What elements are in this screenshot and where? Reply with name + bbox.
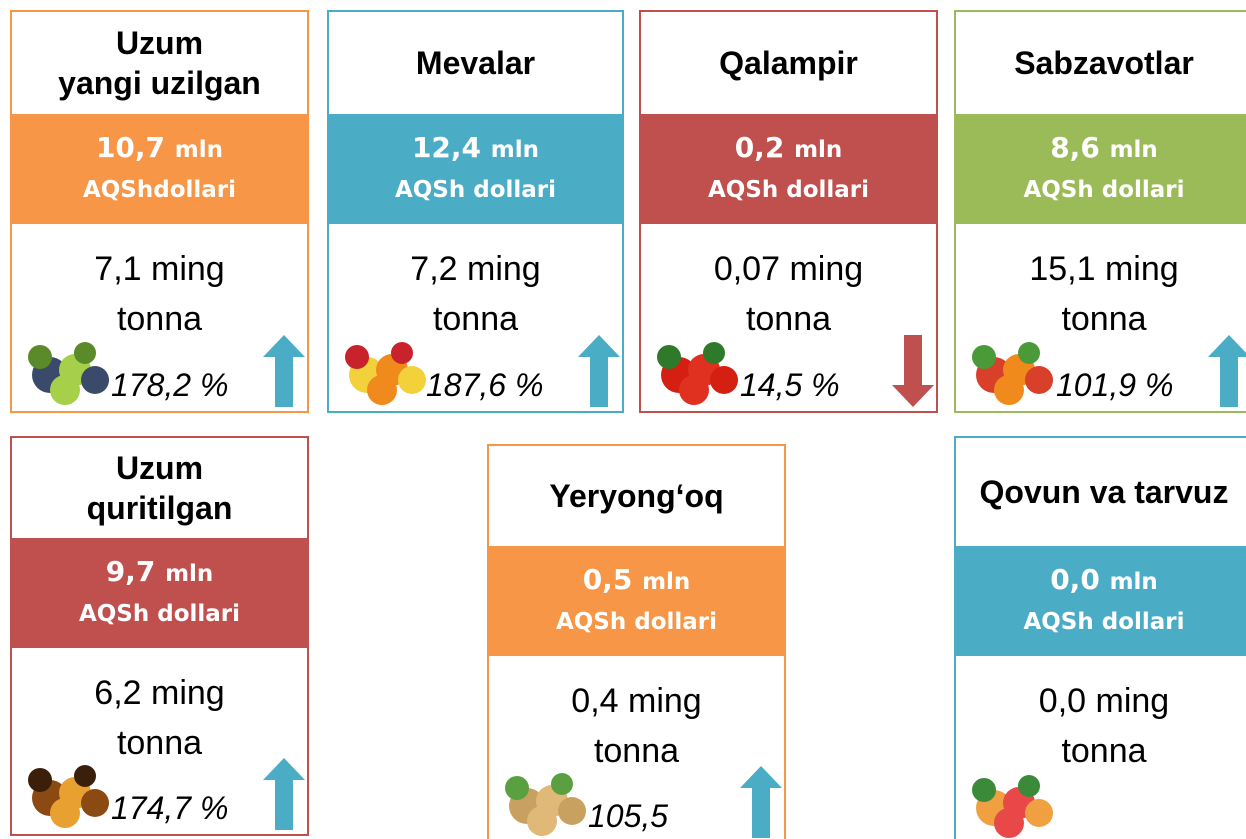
currency: AQSh dollari [639,170,938,210]
card-title: Sabzavotlar [956,12,1246,114]
export-value: 12,4 mln [327,128,624,170]
product-image [964,768,1064,838]
currency: AQSh dollari [954,170,1246,210]
amount: 8,6 [1050,131,1100,164]
unit: mln [794,137,842,163]
title-line: Uzum [116,448,203,488]
card-title: Qovun va tarvuz [956,438,1246,546]
export-value: 9,7 mln [10,552,309,594]
export-value: 8,6 mln [954,128,1246,170]
currency: AQSh dollari [954,602,1246,642]
export-value: 10,7 mln [10,128,309,170]
unit: mln [1110,569,1158,595]
card-title: Qalampir [641,12,936,114]
trend-arrow [263,758,305,830]
export-value: 0,5 mln [487,560,786,602]
trend-arrow [578,335,620,407]
unit: mln [165,561,213,587]
title-line: Uzum [116,23,203,63]
title-line: Mevalar [416,43,535,83]
card-title: Yeryong‘oq [489,446,784,546]
title-line: Sabzavotlar [1014,43,1194,83]
title-line: yangi uzilgan [58,63,261,103]
product-image [964,335,1064,405]
product-image [20,758,120,828]
growth-percent: 101,9 % [1056,367,1173,404]
volume-line: 0,07 ming [641,244,936,294]
amount: 0,2 [735,131,785,164]
amount: 9,7 [106,555,156,588]
amount: 12,4 [412,131,481,164]
trend-arrow [263,335,305,407]
infographic: Uzumyangi uzilgan10,7 mlnAQShdollari7,1 … [0,0,1246,839]
unit: mln [491,137,539,163]
growth-percent: 14,5 % [740,367,840,404]
title-line: quritilgan [87,488,233,528]
export-value: 0,2 mln [639,128,938,170]
growth-percent: 178,2 % [111,367,228,404]
trend-arrow [740,766,782,838]
volume-line: 7,2 ming [329,244,622,294]
growth-percent: 105,5 [588,798,668,835]
product-image [497,766,597,836]
trend-arrow [892,335,934,407]
product-image [20,335,120,405]
title-line: Qalampir [719,43,858,83]
currency: AQSh dollari [487,602,786,642]
product-image [337,335,437,405]
volume-line: 6,2 ming [12,668,307,718]
amount: 0,0 [1050,563,1100,596]
title-line: Yeryong‘oq [549,476,723,516]
currency: AQShdollari [10,170,309,210]
amount: 10,7 [96,131,165,164]
volume-line: 0,4 ming [489,676,784,726]
unit: mln [642,569,690,595]
currency: AQSh dollari [10,594,309,634]
volume-line: 0,0 ming [956,676,1246,726]
title-line: Qovun va tarvuz [980,472,1229,512]
growth-percent: 187,6 % [426,367,543,404]
unit: mln [175,137,223,163]
amount: 0,5 [583,563,633,596]
product-image [649,335,749,405]
card-title: Mevalar [329,12,622,114]
trend-arrow [1208,335,1246,407]
export-value: 0,0 mln [954,560,1246,602]
volume-line: 7,1 ming [12,244,307,294]
volume-line: 15,1 ming [956,244,1246,294]
currency: AQSh dollari [327,170,624,210]
unit: mln [1110,137,1158,163]
growth-percent: 174,7 % [111,790,228,827]
